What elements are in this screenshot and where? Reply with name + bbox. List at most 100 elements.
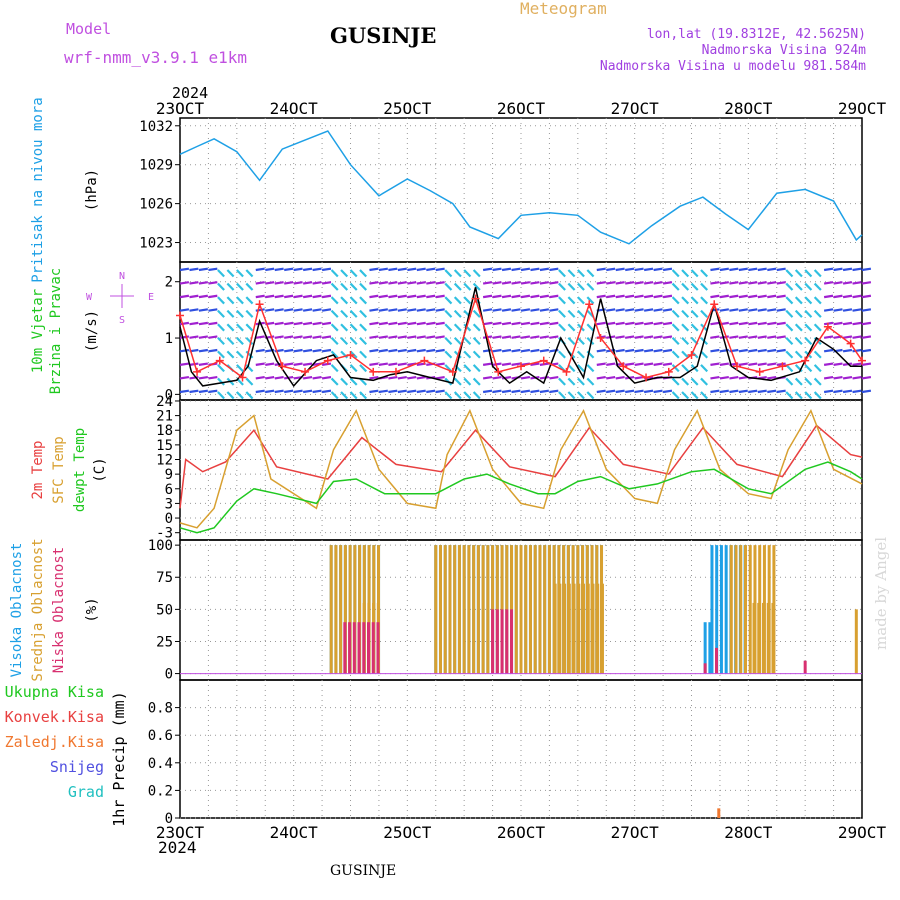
y-unit-label: 1hr Precip (mm) xyxy=(110,691,128,826)
wind-barb xyxy=(340,323,349,332)
wind-barb xyxy=(378,335,388,339)
wind-barb xyxy=(208,389,218,394)
wind-barb xyxy=(757,308,767,312)
wind-barb xyxy=(852,281,862,285)
wind-barb xyxy=(407,376,417,380)
wind-barb xyxy=(719,308,729,312)
wind-barb xyxy=(189,362,199,366)
cloud-bar-mid_cloud xyxy=(563,583,567,674)
wind-barb xyxy=(226,391,235,400)
y-tick-label: 0 xyxy=(165,811,173,827)
wind-barb xyxy=(302,376,313,380)
wind-barb xyxy=(671,377,680,386)
wind-barb xyxy=(511,281,521,285)
wind-barb xyxy=(255,308,265,312)
wind-barb xyxy=(198,335,209,339)
y-tick-label: 1032 xyxy=(139,119,173,135)
cloud-bar-mid_cloud xyxy=(547,545,551,674)
wind-barb xyxy=(255,376,265,380)
wind-barb xyxy=(690,309,699,318)
wind-barb xyxy=(586,337,595,346)
wind-barb xyxy=(813,282,822,291)
wind-barb xyxy=(179,362,190,366)
wind-barb xyxy=(492,308,502,312)
cloud-bar-mid_cloud xyxy=(519,545,523,674)
wind-barb xyxy=(852,335,862,339)
wind-barb xyxy=(453,296,462,305)
wind-barb xyxy=(359,337,368,346)
wind-barb xyxy=(804,323,813,332)
cloud-bar-mid_cloud xyxy=(524,545,528,674)
wind-barb xyxy=(767,362,777,366)
wind-barb xyxy=(492,321,502,326)
wind-barb xyxy=(330,296,339,305)
wind-barb xyxy=(217,269,225,278)
wind-barb xyxy=(198,294,209,299)
gust-point xyxy=(278,362,287,371)
wind-barb xyxy=(397,362,407,366)
wind-barb xyxy=(625,308,635,312)
wind-barb xyxy=(472,364,481,373)
wind-barb xyxy=(444,391,453,400)
wind-barb xyxy=(776,308,786,312)
cloud-bar-mid_cloud xyxy=(528,545,532,674)
wind-barb xyxy=(634,321,644,326)
wind-barb xyxy=(397,389,407,394)
wind-barb xyxy=(369,348,379,353)
wind-barb xyxy=(302,362,313,366)
wind-barb xyxy=(312,308,322,312)
wind-barb xyxy=(179,389,190,394)
cloud-bar-mid_cloud xyxy=(558,583,562,674)
wind-barb xyxy=(852,321,862,326)
wind-barb xyxy=(501,267,512,272)
wind-barb xyxy=(435,335,445,339)
wind-barb xyxy=(549,376,559,380)
wind-barb xyxy=(226,323,235,332)
wind-barb xyxy=(700,391,709,400)
gust-point xyxy=(596,334,605,343)
wind-barb xyxy=(226,350,235,359)
wind-barb xyxy=(549,389,559,394)
wind-barb xyxy=(539,389,550,394)
wind-barb xyxy=(397,376,407,380)
wind-barb xyxy=(492,348,502,353)
wind-barb xyxy=(397,321,407,326)
bottom-tick-label: 24OCT xyxy=(270,823,319,842)
wind-barb xyxy=(463,296,472,305)
wind-barb xyxy=(482,362,493,366)
wind-barb xyxy=(823,389,834,394)
wind-barb xyxy=(643,308,654,312)
wind-barb xyxy=(833,281,843,285)
cloud-bar-high_cloud xyxy=(710,545,714,674)
precip-legend-label: Ukupna Kisa xyxy=(5,683,104,701)
y-tick-label: 1023 xyxy=(139,236,173,252)
wind-barb xyxy=(671,391,680,400)
cloud-bar-mid_cloud xyxy=(729,545,733,674)
wind-barb xyxy=(426,335,436,339)
gust-point xyxy=(619,362,628,371)
wind-barb xyxy=(179,376,190,380)
wind-barb xyxy=(284,389,294,394)
compass-e: E xyxy=(148,292,154,303)
panel-wind: 0 1 2 10m Vjetar Brzina i Pravac (m/s) N E S W xyxy=(30,261,872,403)
wind-barb xyxy=(776,335,786,339)
cloud-bar-mid_cloud xyxy=(462,545,466,674)
wind-barb xyxy=(369,335,379,339)
wind-barb xyxy=(444,269,453,278)
wind-barb xyxy=(852,348,862,353)
wind-barb xyxy=(453,364,462,373)
cloud-bar-mid_cloud xyxy=(481,545,485,674)
coords-text: lon,lat (19.8312E, 42.5625N) xyxy=(647,27,866,42)
gust-point xyxy=(176,311,184,320)
wind-barb xyxy=(615,267,625,272)
series-pressure xyxy=(179,130,863,245)
wind-barb xyxy=(738,281,748,285)
wind-barb xyxy=(738,267,748,272)
cloud-bar-high_cloud xyxy=(715,545,719,674)
wind-barb xyxy=(767,281,777,285)
wind-barb xyxy=(558,350,566,359)
cloud-bar-mid_cloud xyxy=(358,545,362,674)
wind-barb xyxy=(567,323,576,332)
wind-barb xyxy=(255,348,265,353)
